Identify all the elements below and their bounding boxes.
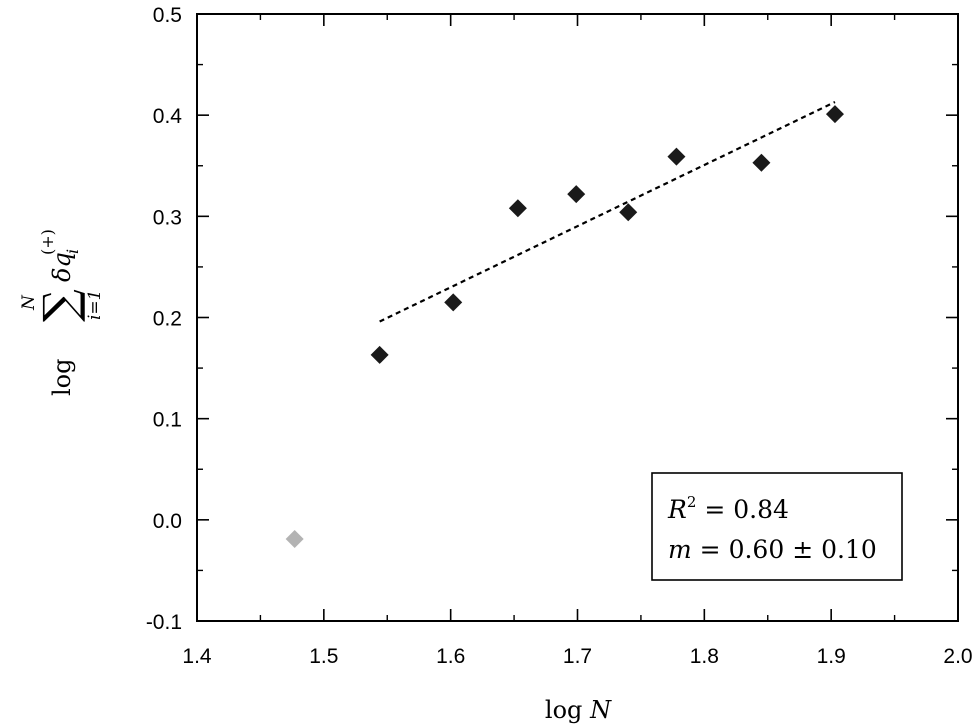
y-axis-sum-sign: ∑ (33, 289, 87, 322)
data-points (285, 105, 844, 549)
y-axis-sum-upper: N (19, 294, 39, 311)
x-tick-label: 1.9 (817, 645, 846, 668)
y-axis-title: log ∑ N i=1 δq i (+) (19, 229, 105, 396)
x-axis-var: N (589, 696, 612, 724)
data-point (285, 530, 304, 549)
tick-labels: 1.4 1.5 1.6 1.7 1.8 1.9 2.0 -0.1 0.0 0.1 0.2 0.3 0.4… (146, 4, 973, 668)
x-tick-label: 1.8 (690, 645, 719, 668)
x-tick-label: 1.7 (563, 645, 592, 668)
y-axis-sup: (+) (38, 229, 57, 255)
x-tick-label: 1.6 (436, 645, 465, 668)
annotation-slope: m = 0.60 ± 0.10 (668, 535, 877, 564)
data-point (567, 185, 586, 204)
data-point (752, 153, 771, 172)
data-point (444, 293, 463, 312)
y-tick-label: 0.2 (153, 308, 182, 331)
x-axis-title: log N (545, 696, 612, 724)
fit-annotation: R2 = 0.84 m = 0.60 ± 0.10 (651, 472, 903, 581)
y-axis-term: δq (48, 252, 76, 282)
y-tick-label: 0.0 (153, 510, 182, 533)
y-tick-label: 0.5 (153, 4, 182, 27)
x-tick-label: 1.4 (182, 645, 212, 668)
data-point (508, 199, 527, 218)
data-point (370, 345, 389, 364)
annotation-box (651, 472, 903, 581)
y-tick-label: -0.1 (146, 611, 182, 634)
y-axis-sub: i (63, 249, 82, 254)
x-tick-label: 2.0 (943, 645, 972, 668)
fit-line (379, 101, 836, 323)
data-point (619, 203, 638, 222)
y-axis-sum-lower: i=1 (85, 290, 105, 321)
y-axis-fn: log (48, 359, 76, 397)
x-axis-fn: log (545, 696, 583, 724)
data-point (667, 147, 686, 166)
plot-frame (196, 13, 959, 622)
data-point (825, 105, 844, 124)
annotation-r2: R2 = 0.84 (667, 493, 789, 524)
y-tick-label: 0.1 (153, 409, 182, 432)
y-tick-label: 0.3 (153, 206, 182, 229)
x-tick-label: 1.5 (309, 645, 338, 668)
y-tick-label: 0.4 (153, 105, 183, 128)
